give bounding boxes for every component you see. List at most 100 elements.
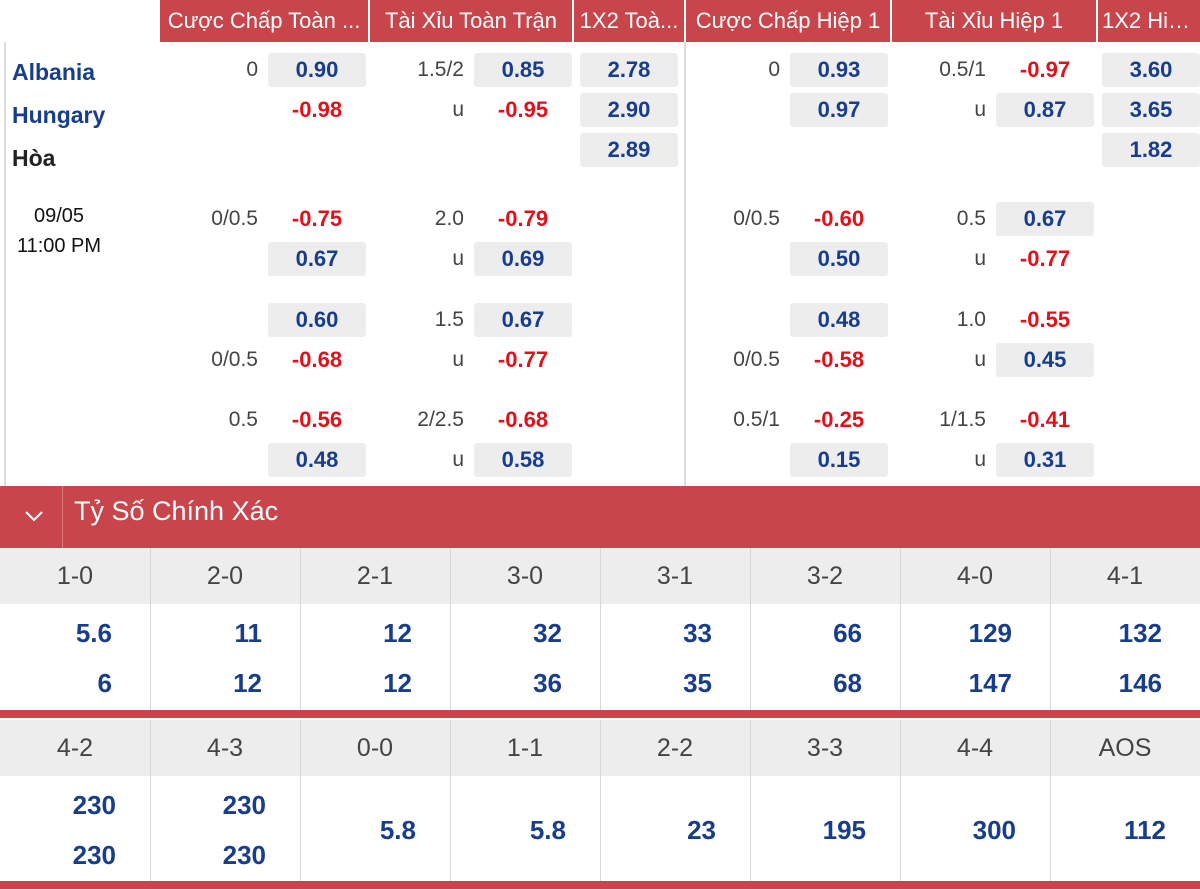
- match-time: 11:00 PM: [16, 235, 102, 257]
- score-odds[interactable]: 5.8: [379, 815, 416, 845]
- ft-handicap-line: 0/0.5: [211, 348, 258, 371]
- score-odds[interactable]: 12: [383, 618, 412, 648]
- header-h1-handicap[interactable]: Cược Chấp Hiệp 1: [686, 0, 890, 42]
- divider: [750, 548, 751, 710]
- ft-over-under-line: 1.5: [434, 308, 464, 331]
- odds-button[interactable]: 0.45: [996, 343, 1094, 377]
- odds-button[interactable]: -0.55: [1019, 307, 1071, 332]
- score-label: 4-1: [1106, 562, 1144, 590]
- score-odds[interactable]: 230: [72, 790, 116, 820]
- odds-button[interactable]: -0.98: [291, 97, 343, 122]
- under-marker: u: [452, 247, 464, 270]
- correct-score-section-header[interactable]: Tỷ Số Chính Xác: [0, 486, 1200, 548]
- odds-button[interactable]: -0.25: [813, 407, 865, 432]
- score-odds[interactable]: 230: [222, 840, 266, 870]
- chevron-down-icon[interactable]: [20, 502, 48, 530]
- odds-button[interactable]: 0.60: [268, 303, 366, 337]
- match-odds-panel: Albania Hungary Hòa 09/05 11:00 PM 0 0.9…: [0, 42, 1200, 486]
- score-label: 3-3: [806, 734, 844, 762]
- score-odds[interactable]: 32: [533, 618, 562, 648]
- odds-button[interactable]: 2.90: [580, 93, 678, 127]
- score-odds[interactable]: 147: [968, 668, 1012, 698]
- odds-button[interactable]: -0.60: [813, 206, 865, 231]
- odds-button[interactable]: 0.58: [474, 443, 572, 477]
- odds-button[interactable]: -0.68: [497, 407, 549, 432]
- ft-handicap-line: 0/0.5: [211, 207, 258, 230]
- odds-button[interactable]: -0.58: [813, 347, 865, 372]
- score-odds[interactable]: 33: [683, 618, 712, 648]
- score-odds[interactable]: 23: [687, 815, 716, 845]
- odds-button[interactable]: -0.77: [497, 347, 549, 372]
- h1-handicap-line: 0: [768, 58, 780, 81]
- score-odds[interactable]: 11: [234, 618, 263, 648]
- ft-handicap-line: 0: [246, 58, 258, 81]
- score-odds[interactable]: 146: [1118, 668, 1162, 698]
- score-odds[interactable]: 129: [968, 618, 1012, 648]
- odds-button[interactable]: -0.75: [291, 206, 343, 231]
- odds-button[interactable]: -0.41: [1019, 407, 1071, 432]
- score-odds[interactable]: 35: [683, 668, 712, 698]
- score-odds[interactable]: 5.8: [529, 815, 566, 845]
- odds-button[interactable]: -0.79: [497, 206, 549, 231]
- odds-button[interactable]: 1.82: [1102, 133, 1200, 167]
- score-odds[interactable]: 230: [72, 840, 116, 870]
- odds-button[interactable]: 2.89: [580, 133, 678, 167]
- header-ft-1x2[interactable]: 1X2 Toà...: [574, 0, 684, 42]
- header-ft-handicap[interactable]: Cược Chấp Toàn ...: [160, 0, 368, 42]
- score-odds[interactable]: 132: [1118, 618, 1162, 648]
- divider: [300, 720, 301, 881]
- ft-over-under-line: 1.5/2: [417, 58, 464, 81]
- odds-button[interactable]: 0.31: [996, 443, 1094, 477]
- score-odds[interactable]: 6: [97, 668, 112, 698]
- under-marker: u: [974, 247, 986, 270]
- header-h1-over-under[interactable]: Tài Xỉu Hiệp 1: [892, 0, 1096, 42]
- odds-button[interactable]: 0.48: [790, 303, 888, 337]
- odds-button[interactable]: 0.85: [474, 53, 572, 87]
- header-h1-1x2[interactable]: 1X2 Hiệ...: [1098, 0, 1200, 42]
- odds-button[interactable]: 2.78: [580, 53, 678, 87]
- h1-over-under-line: 0.5: [956, 207, 986, 230]
- odds-button[interactable]: 3.60: [1102, 53, 1200, 87]
- odds-button[interactable]: 0.87: [996, 93, 1094, 127]
- divider: [1050, 720, 1051, 881]
- header-ft-over-under[interactable]: Tài Xỉu Toàn Trận: [370, 0, 572, 42]
- score-label: 4-0: [956, 562, 994, 590]
- odds-button[interactable]: -0.77: [1019, 246, 1071, 271]
- divider: [150, 720, 151, 881]
- score-odds[interactable]: 66: [833, 618, 862, 648]
- section-divider: [0, 881, 1200, 889]
- odds-button[interactable]: 0.50: [790, 242, 888, 276]
- odds-button[interactable]: 0.93: [790, 53, 888, 87]
- score-odds[interactable]: 300: [972, 815, 1016, 845]
- divider: [600, 548, 601, 710]
- divider: [4, 42, 6, 486]
- odds-button[interactable]: 3.65: [1102, 93, 1200, 127]
- divider: [1050, 548, 1051, 710]
- score-odds[interactable]: 230: [222, 790, 266, 820]
- odds-button[interactable]: -0.56: [291, 407, 343, 432]
- score-odds[interactable]: 195: [822, 815, 866, 845]
- odds-button[interactable]: 0.97: [790, 93, 888, 127]
- score-odds[interactable]: 5.6: [75, 618, 112, 648]
- odds-button[interactable]: 0.90: [268, 53, 366, 87]
- divider: [684, 42, 686, 486]
- odds-button[interactable]: 0.48: [268, 443, 366, 477]
- score-label: 3-1: [656, 562, 694, 590]
- score-odds[interactable]: 12: [383, 668, 412, 698]
- score-odds[interactable]: 112: [1124, 815, 1166, 845]
- away-team[interactable]: Hungary: [12, 102, 106, 128]
- score-odds[interactable]: 36: [533, 668, 562, 698]
- score-label: 1-1: [506, 734, 544, 762]
- odds-button[interactable]: -0.68: [291, 347, 343, 372]
- odds-button[interactable]: 0.69: [474, 242, 572, 276]
- match-date: 09/05: [33, 205, 85, 227]
- odds-button[interactable]: 0.15: [790, 443, 888, 477]
- home-team[interactable]: Albania: [12, 59, 96, 85]
- odds-button[interactable]: 0.67: [996, 202, 1094, 236]
- odds-button[interactable]: 0.67: [474, 303, 572, 337]
- score-odds[interactable]: 68: [833, 668, 862, 698]
- score-odds[interactable]: 12: [233, 668, 262, 698]
- odds-button[interactable]: -0.95: [497, 97, 549, 122]
- odds-button[interactable]: 0.67: [268, 242, 366, 276]
- odds-button[interactable]: -0.97: [1019, 57, 1071, 82]
